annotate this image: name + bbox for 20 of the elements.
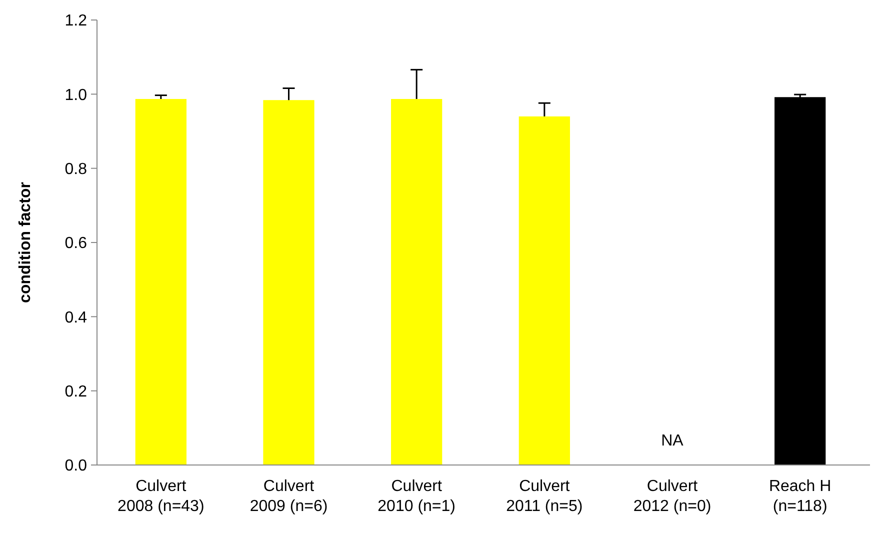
y-tick-label: 1.2 xyxy=(64,12,88,30)
y-tick-label: 0.0 xyxy=(64,458,88,475)
y-axis-title: condition factor xyxy=(17,182,34,303)
y-tick-label: 1.0 xyxy=(64,86,88,104)
bar xyxy=(518,116,570,465)
x-tick-label: Reach H (n=118) xyxy=(768,478,832,515)
x-tick-label: Culvert 2010 (n=1) xyxy=(378,478,456,515)
x-tick-label: Culvert 2011 (n=5) xyxy=(506,478,583,515)
bar xyxy=(391,98,442,465)
bar xyxy=(774,97,826,465)
bar xyxy=(135,98,186,465)
y-tick-label: 0.8 xyxy=(64,160,88,178)
bar xyxy=(263,100,314,465)
x-tick-label: Culvert 2009 (n=6) xyxy=(250,478,328,515)
y-tick-label: 0.6 xyxy=(64,235,88,252)
y-tick-label: 0.4 xyxy=(64,309,88,326)
x-tick-label: Culvert 2008 (n=43) xyxy=(118,478,204,515)
annotation: NA xyxy=(661,432,684,450)
x-tick-label: Culvert 2012 (n=0) xyxy=(633,478,712,515)
y-tick-label: 0.2 xyxy=(64,383,88,400)
